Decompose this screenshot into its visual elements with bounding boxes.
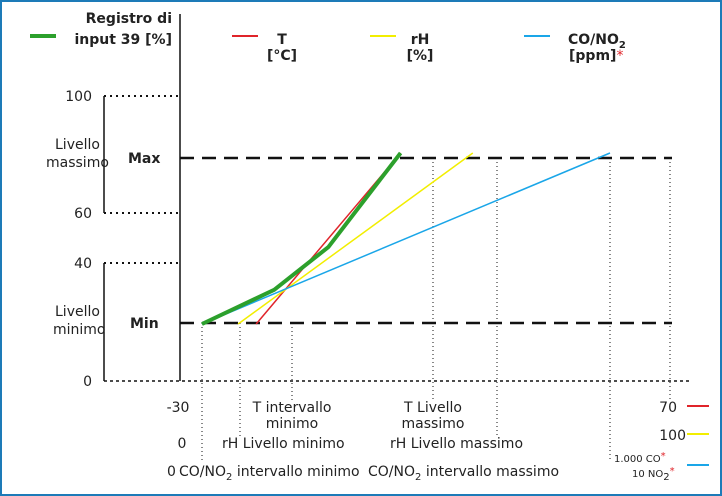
legend-co-label-2: [ppm]* bbox=[569, 48, 623, 64]
t-max-label-2: massimo bbox=[402, 416, 465, 432]
min-level-label-1: Livello bbox=[55, 304, 100, 320]
co-max-a: CO/NO bbox=[368, 464, 415, 480]
co-right-label: 1.000 CO* bbox=[614, 451, 666, 465]
y-tick-60: 60 bbox=[74, 206, 92, 222]
no2-right-sub: 2 bbox=[663, 472, 669, 483]
legend-co-label-1a: CO/NO bbox=[568, 32, 619, 48]
series-layer bbox=[201, 151, 611, 326]
rh-max-label: rH Livello massimo bbox=[390, 436, 523, 452]
co-right-text: 1.000 CO bbox=[614, 454, 661, 465]
co-max-sub: 2 bbox=[415, 472, 421, 483]
min-level-label-2: minimo bbox=[53, 322, 106, 338]
co-max-b: intervallo massimo bbox=[421, 464, 559, 480]
t-min-label-2: minimo bbox=[266, 416, 319, 432]
y-tick-100: 100 bbox=[65, 89, 92, 105]
legend-co-label-1: CO/NO2 bbox=[568, 32, 626, 51]
legend: Registro di input 39 [%] T [°C] rH [%] C… bbox=[30, 11, 626, 64]
x-label-70: 70 bbox=[659, 400, 677, 416]
co-series-line bbox=[201, 152, 611, 325]
no2-right-a: 10 NO bbox=[632, 469, 663, 480]
bottom-labels: -30 T intervallo minimo T Livello massim… bbox=[167, 400, 709, 483]
reference-lines bbox=[201, 158, 671, 460]
legend-rh-label-1: rH bbox=[411, 32, 430, 48]
co-min-a: CO/NO bbox=[179, 464, 226, 480]
no2-right-label: 10 NO2* bbox=[632, 466, 675, 483]
rh-min-label: rH Livello minimo bbox=[222, 436, 345, 452]
max-tag: Max bbox=[128, 151, 160, 167]
t-max-label-1: T Livello bbox=[403, 400, 462, 416]
legend-rh-label-2: [%] bbox=[407, 48, 434, 64]
co-label-0: 0 bbox=[167, 464, 176, 480]
t-min-label-1: T intervallo bbox=[252, 400, 332, 416]
legend-t-label-1: T bbox=[277, 32, 287, 48]
legend-co-sub: 2 bbox=[619, 40, 626, 51]
co-min-sub: 2 bbox=[226, 472, 232, 483]
input-series-line bbox=[201, 151, 403, 326]
co-right-star: * bbox=[661, 451, 666, 462]
rh-series-line bbox=[237, 152, 474, 325]
legend-co-star: * bbox=[616, 48, 623, 64]
y-axis: 100 60 40 0 Livello massimo Livello mini… bbox=[46, 14, 690, 390]
y-tick-0: 0 bbox=[83, 374, 92, 390]
legend-input-label-1: Registro di bbox=[86, 11, 172, 27]
co-min-label: CO/NO2 intervallo minimo bbox=[179, 464, 360, 483]
max-level-label-2: massimo bbox=[46, 155, 109, 171]
max-level-label-1: Livello bbox=[55, 137, 100, 153]
y-tick-40: 40 bbox=[74, 256, 92, 272]
legend-co-label-2a: [ppm] bbox=[569, 48, 616, 64]
legend-input-label-2: input 39 [%] bbox=[74, 32, 172, 48]
min-tag: Min bbox=[130, 316, 159, 332]
no2-right-star: * bbox=[670, 466, 675, 477]
co-min-b: intervallo minimo bbox=[232, 464, 359, 480]
x-label-minus30: -30 bbox=[167, 400, 190, 416]
rh-label-0: 0 bbox=[178, 436, 187, 452]
rh-label-100: 100 bbox=[659, 428, 686, 444]
co-max-label: CO/NO2 intervallo massimo bbox=[368, 464, 559, 483]
legend-t-label-2: [°C] bbox=[267, 48, 297, 64]
